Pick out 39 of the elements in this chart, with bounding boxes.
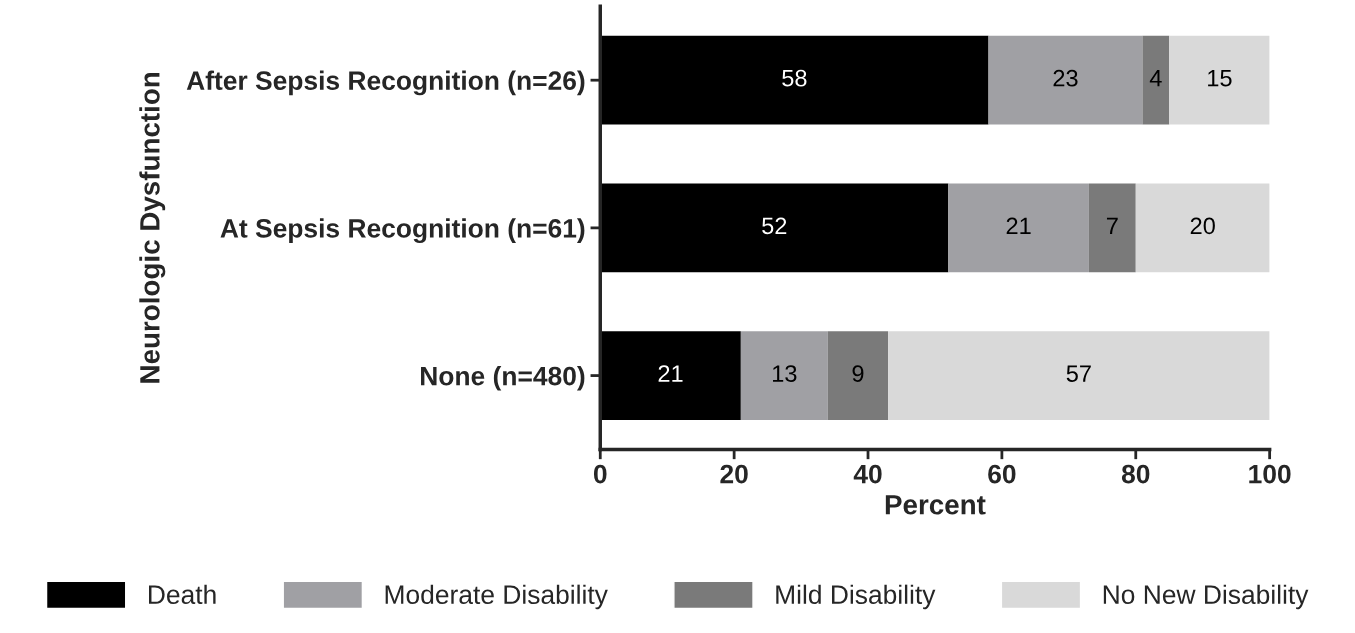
bar — [1142, 35, 1170, 125]
x-tick-label: 60 — [988, 464, 1016, 484]
bar — [1088, 183, 1136, 273]
data-label: 13 — [773, 365, 797, 382]
y-axis-title: Neurologic Dysfunction — [139, 72, 166, 383]
data-label: 21 — [1006, 217, 1031, 234]
legend-label: No New Disability — [1103, 584, 1309, 610]
data-label: 58 — [782, 69, 807, 87]
y-tick-label: None (n=480) — [421, 366, 585, 391]
data-label: 7 — [1106, 217, 1118, 234]
x-tick-label: 0 — [593, 464, 607, 484]
bar — [600, 35, 989, 125]
x-tick-label: 100 — [1249, 464, 1291, 484]
data-label: 20 — [1190, 217, 1215, 235]
bar — [988, 35, 1143, 125]
legend-label: Death — [149, 584, 216, 605]
bar — [1135, 183, 1270, 273]
bar — [600, 183, 949, 273]
legend-label: Moderate Disability — [385, 584, 608, 610]
bar — [948, 183, 1089, 273]
bar — [888, 331, 1270, 420]
data-label: 23 — [1053, 69, 1078, 87]
legend-label: Mild Disability — [776, 584, 936, 610]
data-label: 57 — [1066, 365, 1091, 382]
y-tick-label: At Sepsis Recognition (n=61) — [220, 218, 585, 244]
data-label: 21 — [658, 365, 683, 382]
x-tick-label: 40 — [853, 464, 882, 484]
data-label: 52 — [762, 217, 787, 235]
data-label: 15 — [1208, 70, 1232, 87]
data-label: 9 — [852, 365, 864, 382]
x-axis-title: Percent — [885, 495, 986, 515]
bar — [740, 331, 828, 420]
x-tick-label: 20 — [720, 464, 748, 484]
bar — [827, 331, 889, 420]
y-tick-label: After Sepsis Recognition (n=26) — [186, 70, 585, 96]
data-label: 4 — [1149, 70, 1162, 87]
x-tick-label: 80 — [1121, 464, 1150, 484]
bar — [600, 331, 741, 420]
bar — [1169, 35, 1270, 125]
